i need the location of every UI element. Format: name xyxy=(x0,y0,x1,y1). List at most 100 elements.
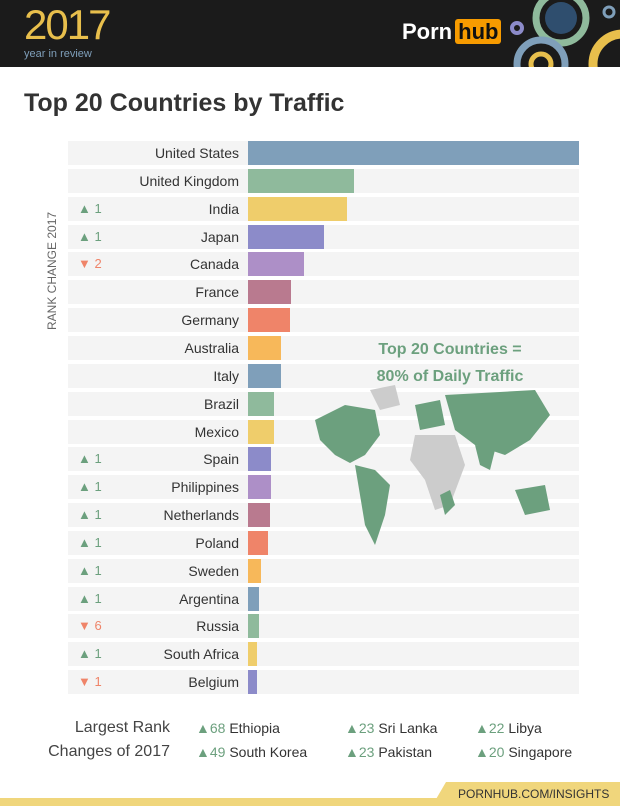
logo-right: hub xyxy=(455,19,502,44)
year: 2017 xyxy=(24,1,111,48)
rank-change-item: ▲49 South Korea xyxy=(196,743,307,761)
decorative-circles-icon xyxy=(510,0,620,67)
bar xyxy=(248,642,257,667)
bar xyxy=(248,252,305,277)
bar xyxy=(248,168,354,193)
country-label: Belgium xyxy=(188,674,239,691)
rank-change-value: ▲20 xyxy=(475,744,505,760)
bar-row: ▲ 1 Argentina xyxy=(68,586,579,611)
bar xyxy=(248,530,268,555)
country-label: Russia xyxy=(196,618,239,635)
bar xyxy=(248,614,259,639)
rank-change: ▼ 6 xyxy=(78,618,102,634)
rank-change: ▲ 1 xyxy=(78,534,102,550)
bar-row: ▲ 1 Sweden xyxy=(68,558,579,583)
bar-row: ▲ 1 South Africa xyxy=(68,642,579,667)
footer-bar xyxy=(0,798,620,806)
rank-change-value: ▲49 xyxy=(196,744,226,760)
bar xyxy=(248,558,262,583)
rank-change-item: ▲23 Sri Lanka xyxy=(345,719,437,737)
bar-row: Italy xyxy=(68,363,579,388)
bar xyxy=(248,335,282,360)
bar-row: ▼ 2 Canada xyxy=(68,252,579,277)
bar-row: ▲ 1 India xyxy=(68,196,579,221)
header: 2017 year in review Porn hub xyxy=(0,0,620,67)
country-label: Sweden xyxy=(188,562,239,579)
rank-change: ▲ 1 xyxy=(78,451,102,467)
country-name: Ethiopia xyxy=(229,720,280,736)
bar xyxy=(248,670,257,695)
country-label: United States xyxy=(154,145,239,161)
bar xyxy=(248,391,275,416)
country-label: South Africa xyxy=(163,646,240,663)
rank-change: ▲ 1 xyxy=(78,479,102,495)
insights-link[interactable]: PORNHUB.COM/INSIGHTS xyxy=(432,782,620,806)
rank-change: ▲ 1 xyxy=(78,590,102,606)
bar-row: ▲ 1 Poland xyxy=(68,530,579,555)
map-annotation-2: 80% of Daily Traffic xyxy=(376,368,524,385)
rank-change: ▲ 1 xyxy=(78,228,102,244)
country-label: Argentina xyxy=(179,590,239,607)
country-label: Poland xyxy=(195,534,239,551)
bar xyxy=(248,141,579,165)
bar-row: ▼ 1 Belgium xyxy=(68,670,579,695)
bar xyxy=(248,363,282,388)
country-name: Pakistan xyxy=(378,744,433,760)
country-label: Australia xyxy=(184,339,239,356)
country-label: India xyxy=(208,200,239,217)
country-name: South Korea xyxy=(229,744,308,760)
bar xyxy=(248,280,292,305)
country-label: Mexico xyxy=(194,423,239,440)
bar xyxy=(248,419,275,444)
rank-change: ▼ 1 xyxy=(78,674,102,690)
rank-change-item: ▲23 Pakistan xyxy=(345,743,432,761)
country-name: Libya xyxy=(508,720,542,736)
country-label: United Kingdom xyxy=(139,172,239,189)
bar-row: France xyxy=(68,280,579,305)
rank-change: ▲ 1 xyxy=(78,507,102,523)
rank-change-item: ▲20 Singapore xyxy=(475,743,572,761)
country-label: Netherlands xyxy=(163,507,240,524)
rank-change-value: ▲22 xyxy=(475,720,505,736)
bar-row: ▲ 1 Netherlands xyxy=(68,503,579,528)
chart-title: Top 20 Countries by Traffic xyxy=(24,89,345,117)
rank-change: ▲ 1 xyxy=(78,646,102,662)
bar xyxy=(248,196,348,221)
bar-row: United Kingdom xyxy=(68,168,579,193)
bar xyxy=(248,308,291,333)
country-name: Sri Lanka xyxy=(378,720,438,736)
bar-row: ▲ 1 Philippines xyxy=(68,475,579,500)
rank-change-item: ▲22 Libya xyxy=(475,719,542,737)
bar-row: ▲ 1 Japan xyxy=(68,224,579,249)
rank-change-value: ▲68 xyxy=(196,720,226,736)
rank-change-value: ▲23 xyxy=(345,744,375,760)
country-label: Spain xyxy=(203,451,239,468)
country-label: Canada xyxy=(189,256,239,273)
largest-changes-label-line: Largest Rank xyxy=(74,719,170,736)
country-label: Philippines xyxy=(171,479,239,496)
year-subtitle: year in review xyxy=(24,48,92,60)
logo: Porn hub xyxy=(402,18,502,46)
largest-changes-label: Largest Rank Changes of 2017 xyxy=(30,716,170,764)
world-map xyxy=(315,385,550,545)
bar xyxy=(248,475,272,500)
map-annotation-1: Top 20 Countries = xyxy=(378,341,522,358)
rank-axis-label: RANK CHANGE 2017 xyxy=(45,211,59,330)
bar xyxy=(248,224,325,249)
rank-change-item: ▲68 Ethiopia xyxy=(196,719,280,737)
logo-left: Porn xyxy=(402,19,453,44)
bar-row: Germany xyxy=(68,308,579,333)
country-label: Italy xyxy=(213,367,239,384)
rank-change: ▲ 1 xyxy=(78,562,102,578)
country-label: Brazil xyxy=(203,395,239,412)
bar-row: United States xyxy=(68,141,579,165)
country-label: Germany xyxy=(181,312,239,329)
rank-change-value: ▲23 xyxy=(345,720,375,736)
rank-change: ▼ 2 xyxy=(78,256,102,272)
bar xyxy=(248,447,272,472)
bar-row: ▼ 6 Russia xyxy=(68,614,579,639)
country-name: Singapore xyxy=(508,744,573,760)
bar-row: Australia xyxy=(68,335,579,360)
bar xyxy=(248,503,270,528)
country-label: Japan xyxy=(200,228,239,245)
